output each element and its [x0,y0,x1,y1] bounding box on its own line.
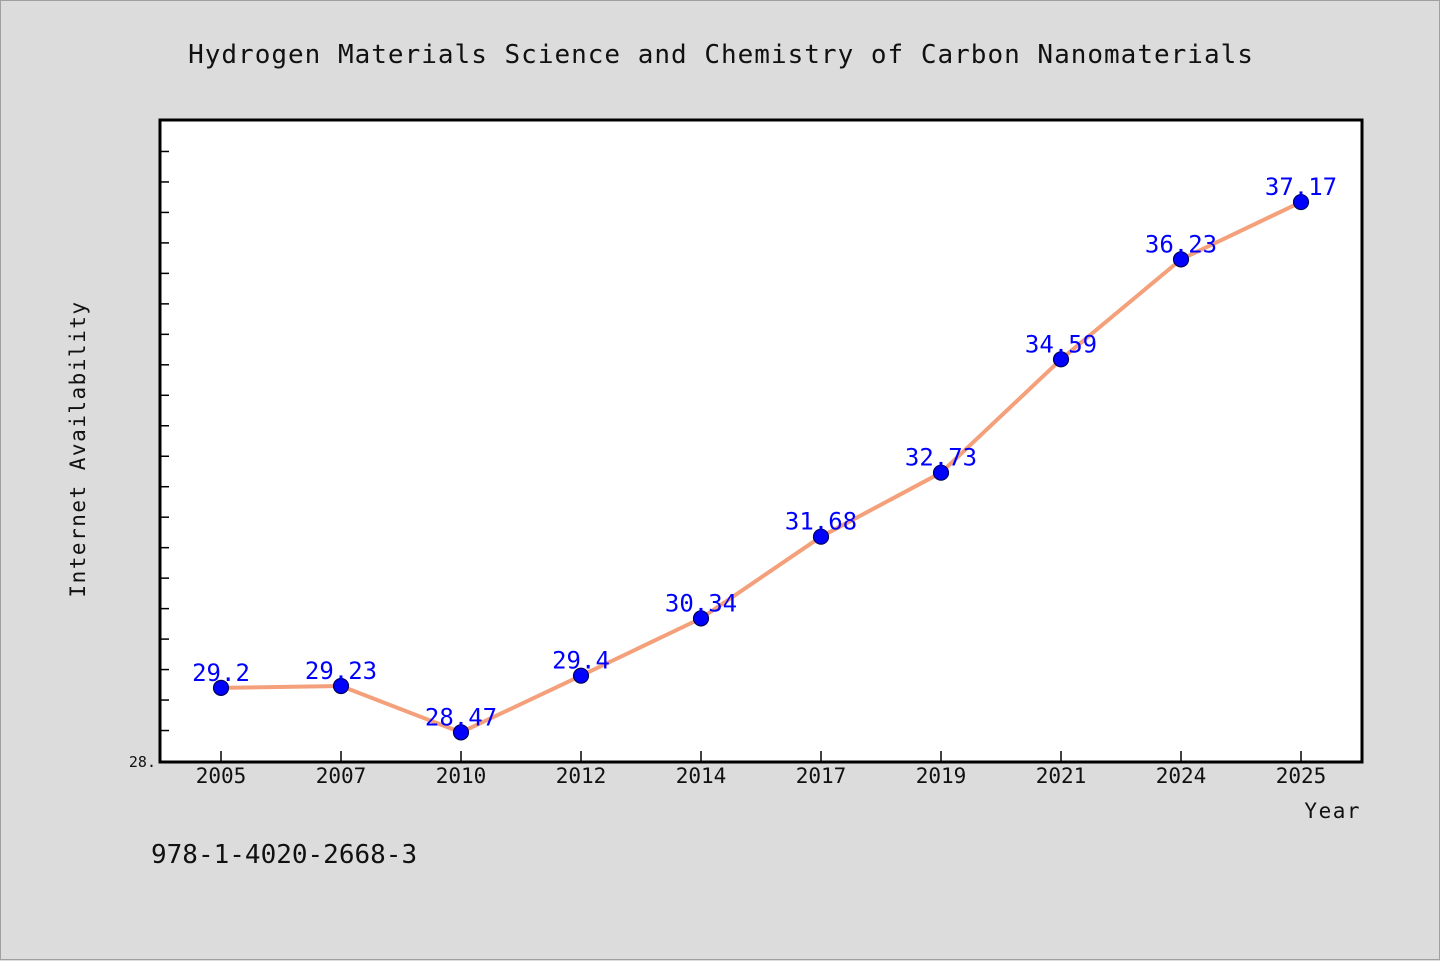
data-label-2019: 32.73 [905,444,977,472]
isbn-text: 978-1-4020-2668-3 [151,840,417,870]
data-point-2024 [1172,251,1190,268]
x-tick-label-2014: 2014 [676,764,727,788]
data-point-2025 [1292,193,1310,211]
series-layer: 29.2 29.23 28.47 29.4 30.34 31.68 32.73 34.59 36… [192,173,1337,741]
y-axis-min-label: 28. [129,753,156,771]
data-label-2007: 29.23 [305,657,377,685]
data-label-2010: 28.47 [425,703,497,731]
chart-title: Hydrogen Materials Science and Chemistry… [188,40,1254,70]
x-tick-label-2005: 2005 [196,764,247,788]
x-tick-label-2019: 2019 [916,764,967,788]
x-tick-label-2010: 2010 [436,764,487,788]
plot-area [158,118,1364,764]
data-point-2012 [572,667,590,684]
x-tick-label-2017: 2017 [796,764,847,788]
y-axis-ticks [161,150,169,732]
series-line-0 [219,200,1303,735]
data-label-2017: 31.68 [785,508,857,536]
x-tick-label-2024: 2024 [1156,764,1207,788]
data-point-2017 [812,528,830,545]
data-point-2010 [452,724,470,741]
data-label-2014: 30.34 [665,589,737,617]
x-tick-label-2021: 2021 [1036,764,1087,788]
x-tick-label-2025: 2025 [1276,764,1327,788]
x-axis-label: Year [1304,799,1361,823]
data-point-2019 [932,464,950,481]
y-axis-label: Internet Availability [66,300,90,597]
x-tick-label-2007: 2007 [316,764,367,788]
data-point-2014 [692,610,710,627]
x-tick-labels: 2005 2007 2010 2012 2014 2017 2019 2021 2024 2025 [196,764,1327,788]
data-point-2007 [332,677,350,695]
data-label-2024: 36.23 [1145,230,1217,258]
data-label-2021: 34.59 [1025,330,1097,358]
data-point-2021 [1052,351,1070,368]
data-point-2005 [212,679,230,696]
x-axis-ticks [220,751,1302,761]
x-tick-label-2012: 2012 [556,764,607,788]
data-label-2005: 29.2 [192,659,250,687]
data-label-2025: 37.17 [1265,173,1337,201]
data-label-2012: 29.4 [552,647,610,675]
